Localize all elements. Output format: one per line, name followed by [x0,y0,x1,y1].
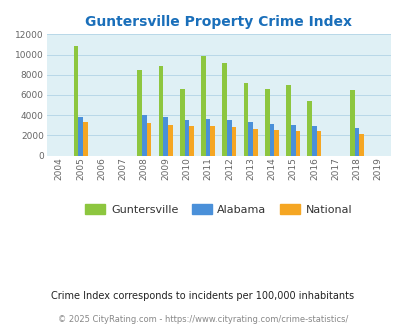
Bar [316,131,321,156]
Bar [243,83,248,156]
Bar [158,66,163,156]
Bar [295,131,299,156]
Bar [274,130,278,156]
Bar [311,126,316,156]
Bar [200,56,205,156]
Text: Crime Index corresponds to incidents per 100,000 inhabitants: Crime Index corresponds to incidents per… [51,291,354,301]
Bar [146,123,151,156]
Bar [142,115,146,156]
Text: © 2025 CityRating.com - https://www.cityrating.com/crime-statistics/: © 2025 CityRating.com - https://www.city… [58,315,347,324]
Bar [83,122,87,156]
Title: Guntersville Property Crime Index: Guntersville Property Crime Index [85,15,352,29]
Bar [73,46,78,156]
Bar [205,119,210,156]
Bar [269,124,274,156]
Bar [307,101,311,156]
Bar [210,126,215,156]
Bar [226,120,231,156]
Bar [137,70,142,156]
Bar [358,134,363,156]
Bar [168,125,172,156]
Bar [252,129,257,156]
Bar [78,117,83,156]
Bar [354,128,358,156]
Bar [264,89,269,156]
Bar [163,117,168,156]
Legend: Guntersville, Alabama, National: Guntersville, Alabama, National [81,200,356,220]
Bar [286,85,290,156]
Bar [231,127,236,156]
Bar [189,126,194,156]
Bar [184,120,189,156]
Bar [179,89,184,156]
Bar [349,90,354,156]
Bar [290,125,295,156]
Bar [222,63,226,156]
Bar [248,122,252,156]
